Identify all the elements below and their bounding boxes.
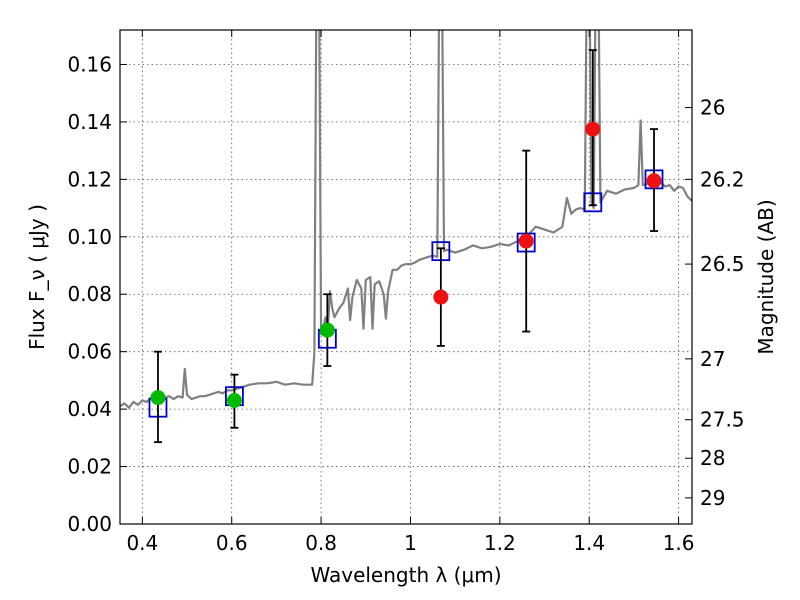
x-tick-label: 1.4 xyxy=(573,531,605,555)
data-point-green xyxy=(226,393,242,408)
x-tick-label: 1.6 xyxy=(663,531,695,555)
plot-frame xyxy=(119,29,693,525)
data-point-red xyxy=(518,233,534,249)
right-tick-label: 26 xyxy=(700,96,725,120)
data-point-green xyxy=(150,390,166,406)
x-tick-label: 0.8 xyxy=(305,531,337,555)
y-tick-label: 0.14 xyxy=(67,110,112,134)
x-tick-label: 1.2 xyxy=(484,531,516,555)
y-tick-label: 0.16 xyxy=(67,52,112,76)
y-tick-label: 0.12 xyxy=(67,167,112,191)
right-tick-label: 26.5 xyxy=(700,252,745,276)
right-tick-label: 28 xyxy=(700,446,725,470)
data-point-red xyxy=(646,173,662,189)
right-tick-label: 27 xyxy=(700,347,725,371)
y-tick-label: 0.06 xyxy=(67,340,112,364)
x-tick-label: 0.4 xyxy=(126,531,158,555)
x-axis-label: Wavelength λ (μm) xyxy=(310,563,501,587)
y-tick-label: 0.10 xyxy=(67,225,112,249)
data-point-red xyxy=(433,289,449,305)
y-axis-label-right: Magnitude (AB) xyxy=(754,199,778,354)
y-tick-label: 0.00 xyxy=(67,512,112,536)
x-tick-label: 1 xyxy=(404,531,417,555)
x-tick-label: 0.6 xyxy=(216,531,248,555)
data-point-red xyxy=(585,121,601,137)
y-tick-label: 0.04 xyxy=(67,397,112,421)
data-point-green xyxy=(319,322,335,338)
grid-lines xyxy=(120,30,692,525)
right-tick-label: 26.2 xyxy=(700,167,745,191)
right-tick-label: 29 xyxy=(700,486,725,510)
spectrum-line xyxy=(120,30,692,409)
y-axis-label-left: Flux F_ν ( μJy ) xyxy=(25,204,49,350)
right-tick-label: 27.5 xyxy=(700,408,745,432)
y-tick-label: 0.08 xyxy=(67,282,112,306)
y-tick-label: 0.02 xyxy=(67,455,112,479)
